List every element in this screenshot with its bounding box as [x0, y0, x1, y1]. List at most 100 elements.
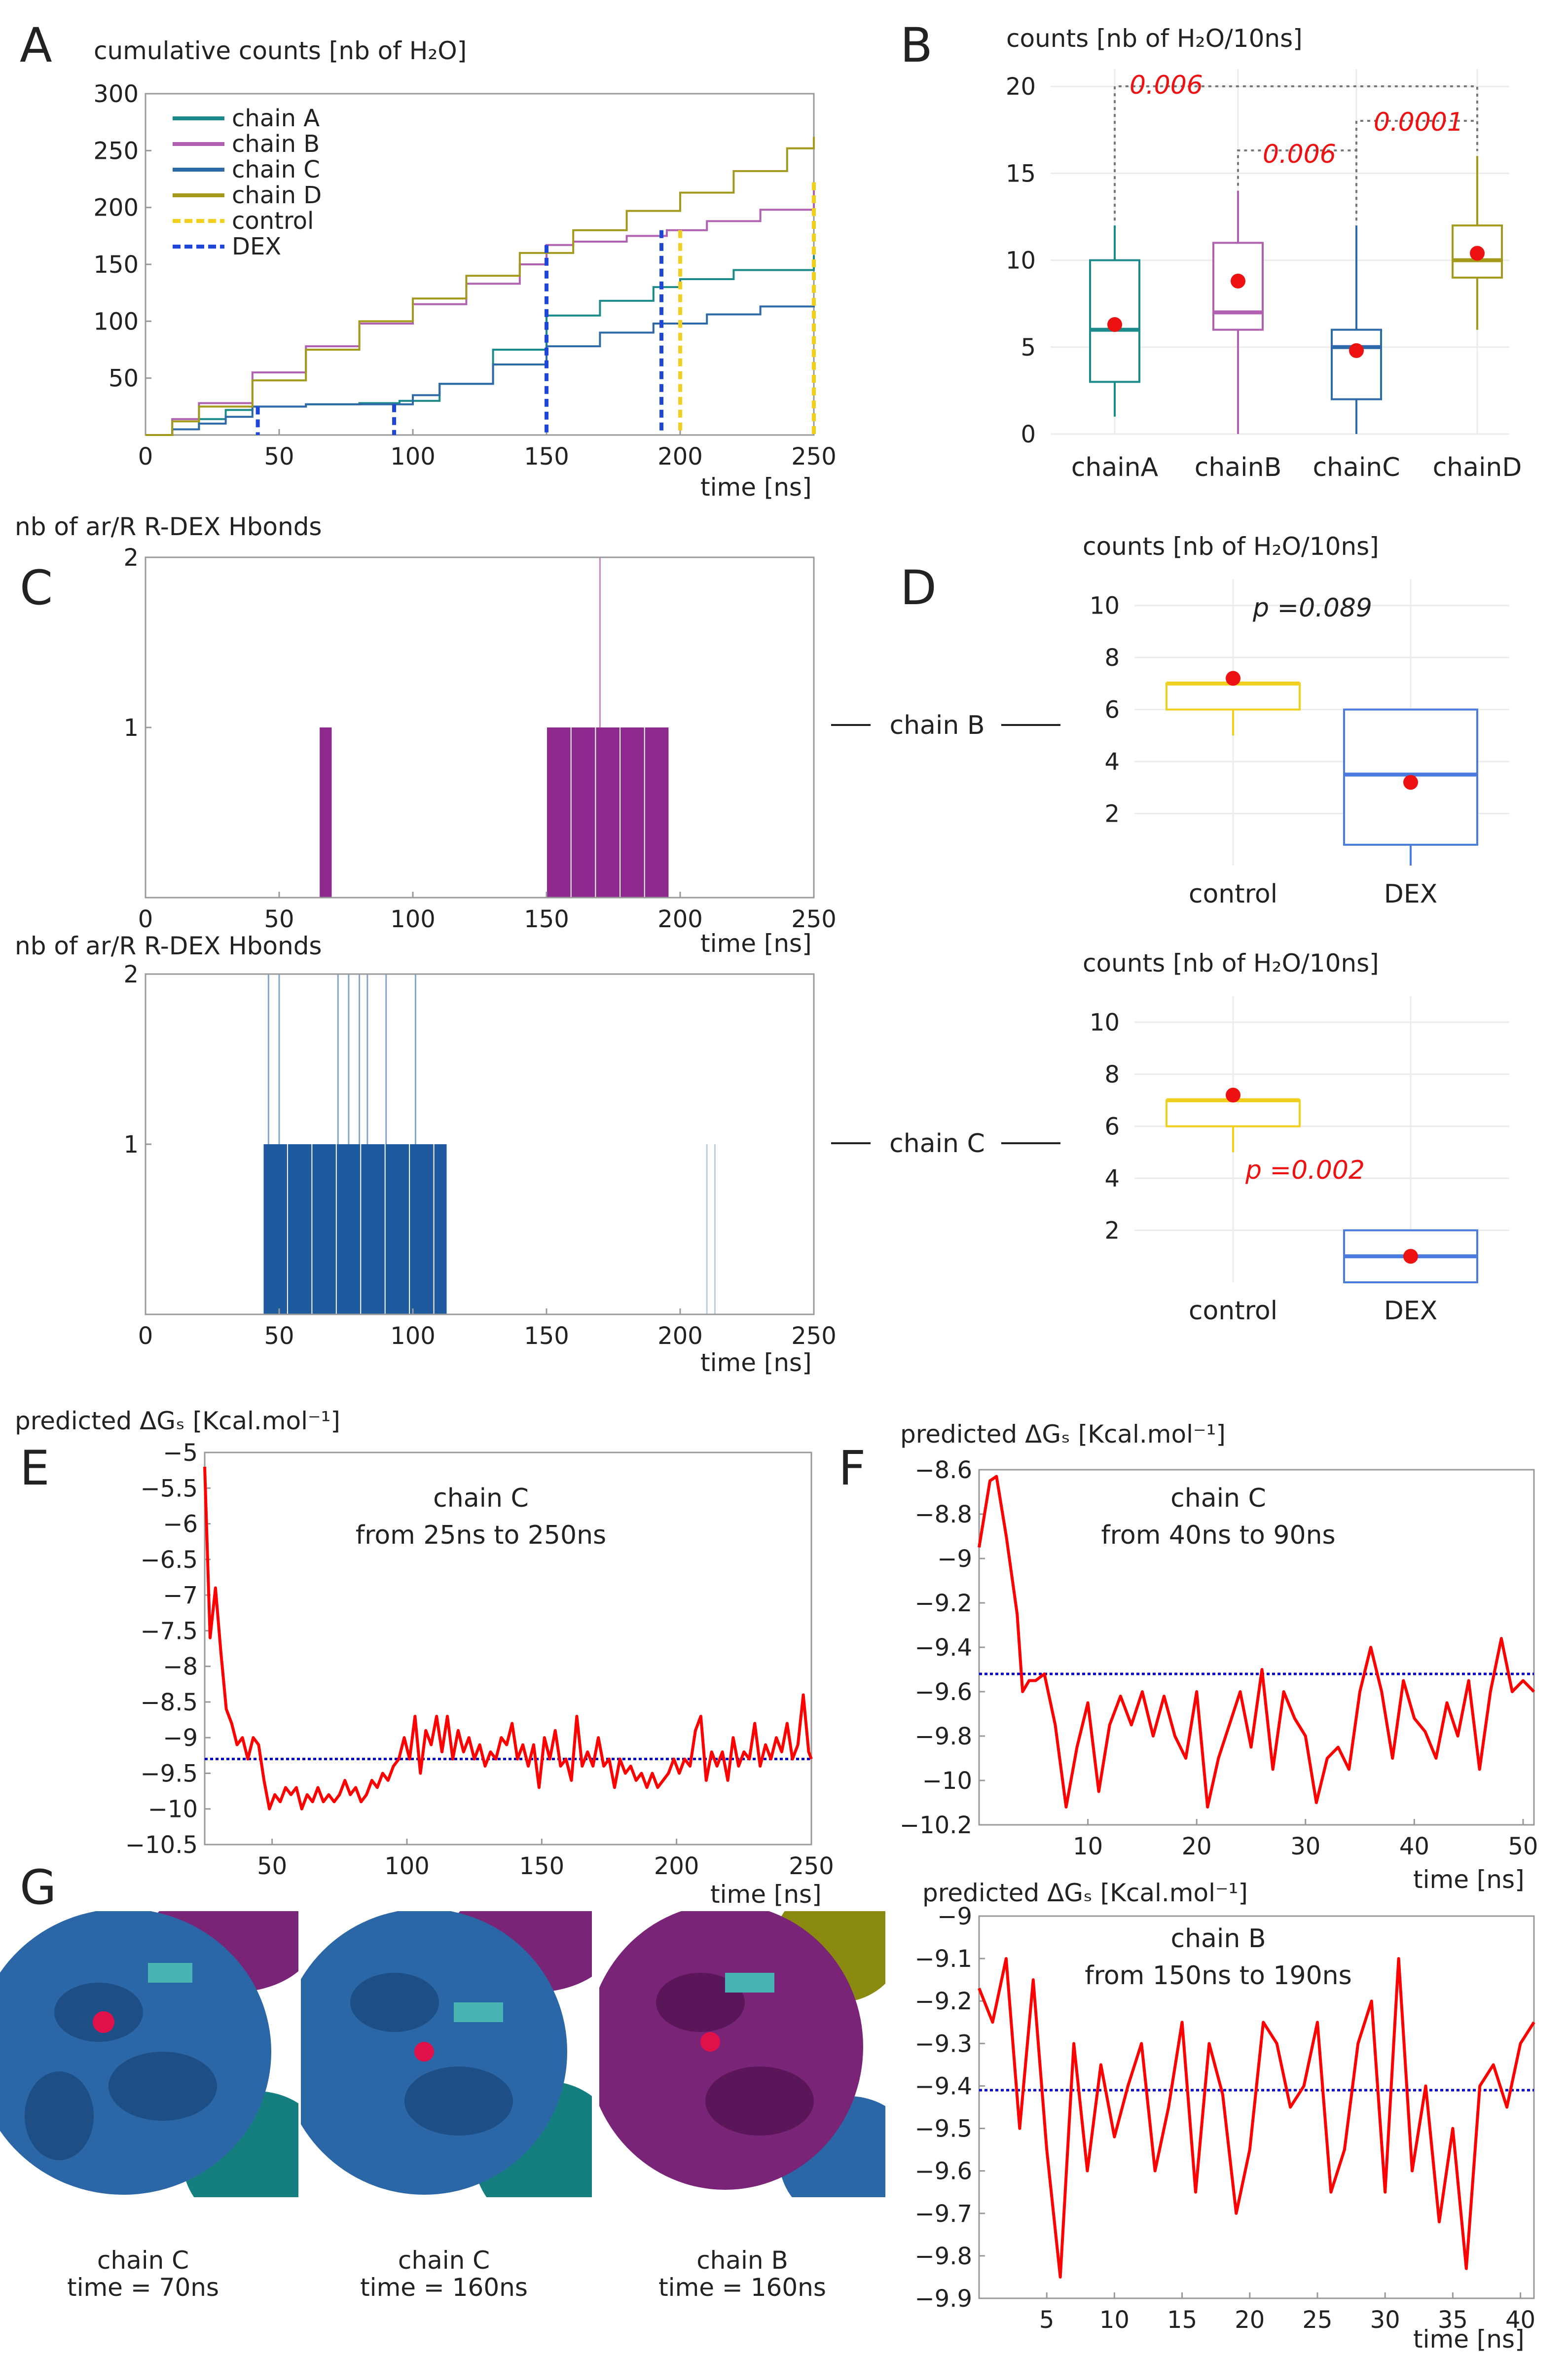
panel-f-bottom-chart: 5 10 15 20 25 30 35 40 −9.9 −9.8 −9.7 −9.6 −9.5 −9.4 −… — [914, 1903, 1535, 2334]
g-caption-1-time: time = 70ns — [67, 2273, 219, 2302]
x-tick-label: 100 — [390, 906, 436, 933]
g-caption-1-chain: chain C — [97, 2246, 189, 2275]
series-line-chain-C — [146, 300, 815, 436]
x-category-label: chainC — [1313, 453, 1400, 482]
legend-label: chain B — [232, 130, 320, 158]
mean-dot-chainB — [1231, 273, 1245, 289]
y-tick-label: −9.8 — [914, 1723, 972, 1750]
y-tick-label: 250 — [93, 137, 139, 165]
y-tick-label: 150 — [93, 251, 139, 279]
legend-label: control — [232, 207, 314, 235]
y-tick-label: 300 — [93, 80, 139, 108]
panel-c-top-ylabel: nb of ar/R R-DEX Hbonds — [15, 512, 322, 541]
y-tick-label: 10 — [1090, 592, 1120, 620]
x-tick-label: 35 — [1438, 2306, 1468, 2334]
energy-line — [978, 1475, 1535, 1809]
x-category-label: chainA — [1071, 453, 1159, 482]
x-tick-label: 250 — [791, 443, 837, 471]
series-line-chain-D — [146, 137, 815, 436]
y-tick-label: 2 — [1104, 1217, 1120, 1245]
plot-frame — [978, 1915, 1535, 2299]
y-tick-label: −9.8 — [914, 2243, 972, 2270]
x-tick-label: 100 — [390, 1322, 436, 1350]
y-tick-label: −9.1 — [914, 1945, 972, 1973]
mean-dot-DEX — [1403, 1249, 1418, 1264]
panel-d-bottom-chart: 2 4 6 8 10 control DEX p =0.002 — [1090, 996, 1509, 1326]
panel-e-xlabel: time [ns] — [710, 1880, 822, 1909]
structure-image-1 — [0, 1911, 298, 2197]
y-tick-label: 100 — [93, 308, 139, 335]
y-tick-label: −9.5 — [914, 2115, 972, 2143]
panel-f-bottom-xlabel: time [ns] — [1413, 2325, 1525, 2354]
legend-label: chain A — [232, 105, 320, 132]
panel-c-bottom-chart: 0 50 100 150 200 250 1 2 — [123, 961, 836, 1350]
box-control — [1166, 682, 1301, 711]
x-category-label: DEX — [1384, 1296, 1438, 1326]
x-category-label: DEX — [1384, 879, 1438, 909]
y-tick-label: −9.6 — [914, 2158, 972, 2185]
y-tick-label: 1 — [123, 714, 139, 742]
mean-dot-chainD — [1470, 246, 1485, 261]
panel-b-chart: 0 5 10 15 20 chainA chainB chainC chainD 0.006 0.0… — [1006, 69, 1522, 482]
y-tick-label: −10 — [922, 1767, 972, 1795]
y-tick-label: −9.5 — [140, 1760, 198, 1787]
panel-d-bottom-ylabel: counts [nb of H₂O/10ns] — [1083, 949, 1379, 978]
x-category-label: control — [1189, 1296, 1277, 1326]
panel-c-bottom-xlabel: time [ns] — [700, 1348, 812, 1377]
panel-letter-c: C — [20, 560, 53, 616]
x-tick-label: 250 — [791, 906, 837, 933]
y-tick-label: −9.2 — [914, 1988, 972, 2015]
series-line-chain-A — [146, 255, 815, 436]
energy-line — [203, 1466, 813, 1811]
box-chainC — [1331, 328, 1382, 400]
y-tick-label: 6 — [1104, 696, 1120, 724]
p-value-label: p =0.089 — [1252, 593, 1372, 623]
panel-f-top-note-chain: chain C — [1170, 1484, 1266, 1513]
panel-c-bottom-ylabel: nb of ar/R R-DEX Hbonds — [15, 932, 322, 960]
panel-d-top-ylabel: counts [nb of H₂O/10ns] — [1083, 532, 1379, 561]
panel-e-note-range: from 25ns to 250ns — [356, 1521, 606, 1550]
y-tick-label: −6 — [163, 1511, 198, 1538]
panel-f-top-chart: 10 20 30 40 50 −10.2 −10 −9.8 −9.6 −9.4 −9.2 −9 −8.8… — [900, 1456, 1538, 1860]
y-tick-label: 10 — [1090, 1009, 1120, 1037]
legend-label: DEX — [232, 233, 281, 260]
x-tick-label: 10 — [1073, 1833, 1103, 1860]
panel-f-top-ylabel: predicted ΔGₛ [Kcal.mol⁻¹] — [900, 1420, 1226, 1449]
x-tick-label: 25 — [1302, 2306, 1332, 2334]
panel-letter-a: A — [20, 18, 52, 73]
x-tick-label: 50 — [257, 1852, 287, 1880]
y-tick-label: 10 — [1006, 247, 1036, 275]
y-tick-label: −5 — [163, 1439, 198, 1467]
y-tick-label: 50 — [109, 365, 139, 393]
y-tick-label: −10 — [148, 1796, 198, 1823]
y-tick-label: −9.9 — [914, 2285, 972, 2313]
y-tick-label: −10.2 — [900, 1812, 972, 1839]
y-tick-label: 0 — [1021, 421, 1036, 448]
y-tick-label: 2 — [1104, 800, 1120, 828]
panel-d-top-chart: 2 4 6 8 10 control DEX p =0.089 — [1090, 580, 1509, 909]
panel-letter-d: D — [900, 560, 937, 616]
significance-bracket — [1355, 120, 1478, 221]
y-tick-label: 15 — [1006, 160, 1036, 187]
structure-image-3 — [599, 1911, 885, 2197]
y-tick-label: 2 — [123, 544, 139, 572]
x-tick-label: 200 — [657, 443, 703, 471]
x-tick-label: 20 — [1182, 1833, 1212, 1860]
y-tick-label: −9.4 — [914, 1634, 972, 1662]
y-tick-label: 6 — [1104, 1113, 1120, 1141]
y-tick-label: 1 — [123, 1131, 139, 1159]
panel-letter-f: F — [839, 1441, 866, 1496]
panel-a-ylabel: cumulative counts [nb of H₂O] — [94, 36, 467, 65]
x-tick-label: 200 — [654, 1852, 699, 1880]
mean-dot-chainA — [1107, 317, 1122, 332]
x-tick-label: 150 — [524, 1322, 569, 1350]
x-tick-label: 50 — [264, 443, 294, 471]
x-tick-label: 30 — [1290, 1833, 1320, 1860]
y-tick-label: −7.5 — [140, 1617, 198, 1645]
x-tick-label: 200 — [657, 1322, 703, 1350]
panel-c-top-xlabel: time [ns] — [700, 929, 812, 958]
x-tick-label: 30 — [1370, 2306, 1400, 2334]
panel-e-chart: 50 100 150 200 250 −10.5 −10 −9.5 −9 −8.5 −8 −7.5 −7… — [125, 1439, 834, 1880]
box-control — [1166, 1099, 1301, 1127]
x-tick-label: 50 — [264, 1322, 294, 1350]
